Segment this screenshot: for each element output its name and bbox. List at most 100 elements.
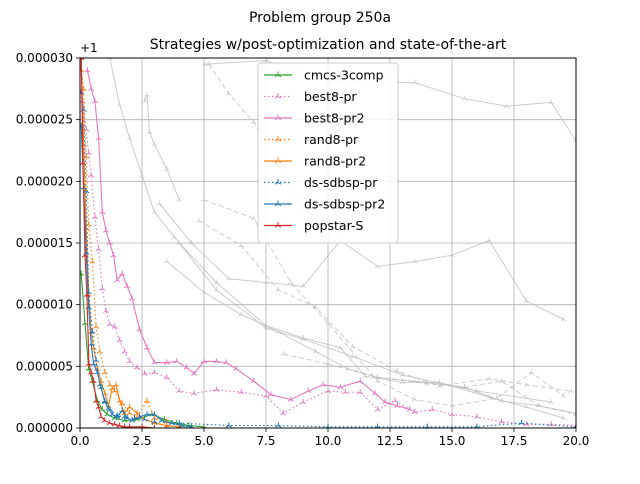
- series-point: [280, 410, 287, 416]
- series-point: [337, 384, 344, 390]
- background-series-point: [523, 381, 530, 387]
- background-series-point: [151, 141, 158, 147]
- series-point: [473, 413, 480, 419]
- series-point: [176, 387, 183, 394]
- series-point: [225, 422, 232, 428]
- background-series-point: [201, 61, 207, 67]
- series-point: [112, 381, 119, 387]
- background-series-point: [548, 399, 555, 404]
- background-series-point: [325, 360, 331, 366]
- legend-label: ds-sdbsp-pr2: [304, 197, 385, 212]
- background-series-point: [201, 196, 207, 202]
- series-point: [233, 365, 240, 371]
- series-point: [448, 411, 456, 417]
- x-tick-label: 15.0: [439, 434, 466, 448]
- background-series-point: [250, 215, 257, 221]
- series-point: [141, 416, 148, 422]
- series-point: [429, 406, 436, 412]
- background-series-point: [146, 129, 153, 134]
- series-point: [382, 398, 389, 405]
- series-point: [126, 358, 133, 364]
- series-point: [111, 323, 118, 329]
- background-series-point: [275, 286, 282, 292]
- series-point: [287, 396, 294, 402]
- series-point: [96, 348, 103, 354]
- legend-marker: [274, 222, 282, 228]
- series-point: [89, 258, 96, 264]
- legend-box: [257, 62, 399, 244]
- y-tick-label: 0.000015: [16, 236, 73, 250]
- x-tick-label: 10.0: [315, 434, 342, 448]
- background-series-point: [171, 233, 178, 239]
- background-series-point: [263, 58, 269, 63]
- x-tick-label: 12.5: [377, 434, 404, 448]
- background-series-point: [411, 258, 418, 264]
- series-point: [163, 374, 170, 380]
- series-point: [320, 381, 327, 387]
- background-series-point: [523, 297, 530, 303]
- legend: cmcs-3comp best8-pr best8-pr2 rand8-pr rand8…: [257, 62, 399, 244]
- y-tick-label: 0.000010: [16, 298, 73, 312]
- legend-marker: [274, 71, 282, 78]
- series-point: [374, 406, 381, 412]
- series-point: [116, 337, 123, 343]
- legend-marker: [274, 136, 282, 142]
- background-series-line: [159, 203, 564, 320]
- background-series-point: [461, 384, 468, 390]
- series-point: [81, 252, 88, 258]
- background-series-point: [300, 336, 307, 342]
- background-series-point: [144, 92, 150, 97]
- background-series-point: [312, 348, 319, 354]
- background-series-point: [486, 237, 493, 243]
- background-series-point: [300, 283, 307, 289]
- series-point: [109, 385, 116, 391]
- legend-label: cmcs-3comp: [304, 68, 384, 83]
- series-point: [119, 407, 126, 413]
- background-series-point: [163, 258, 170, 264]
- background-series-line: [198, 220, 572, 392]
- series-point: [191, 370, 198, 376]
- y-tick-label: 0.000025: [16, 113, 73, 127]
- background-series-point: [560, 415, 567, 420]
- series-point: [129, 417, 136, 423]
- background-series-point: [176, 196, 183, 202]
- background-series-point: [213, 286, 220, 292]
- series-point: [91, 213, 98, 220]
- series-point: [99, 208, 106, 215]
- background-series-point: [238, 242, 245, 248]
- background-series-point: [535, 402, 542, 408]
- background-series-line: [203, 199, 564, 407]
- series-point: [151, 418, 158, 424]
- series-point: [267, 391, 274, 397]
- background-series-point: [287, 279, 294, 285]
- background-series-line: [144, 94, 180, 200]
- series-point: [158, 417, 165, 423]
- series-point: [168, 419, 175, 426]
- series-point: [191, 390, 198, 396]
- series-point: [93, 323, 100, 329]
- background-series-line: [283, 353, 576, 415]
- legend-marker: [274, 114, 282, 121]
- x-tick-label: 17.5: [501, 434, 528, 448]
- background-series-point: [528, 369, 535, 375]
- series-point: [106, 239, 113, 246]
- background-series-point: [156, 200, 163, 206]
- series-point: [183, 364, 190, 370]
- series-point: [213, 358, 220, 364]
- background-series-point: [461, 95, 468, 101]
- series-point: [223, 359, 230, 365]
- legend-marker: [274, 179, 282, 185]
- background-series-point: [349, 343, 356, 349]
- background-series-point: [250, 119, 257, 124]
- series-point: [126, 403, 133, 410]
- series-point: [98, 413, 105, 419]
- background-series-point: [116, 101, 123, 107]
- series-point: [372, 390, 379, 396]
- series-point: [151, 369, 158, 375]
- background-series-point: [188, 240, 195, 245]
- background-series-point: [201, 289, 207, 295]
- series-point: [173, 358, 180, 364]
- series-point: [95, 403, 102, 410]
- background-series-point: [449, 402, 455, 408]
